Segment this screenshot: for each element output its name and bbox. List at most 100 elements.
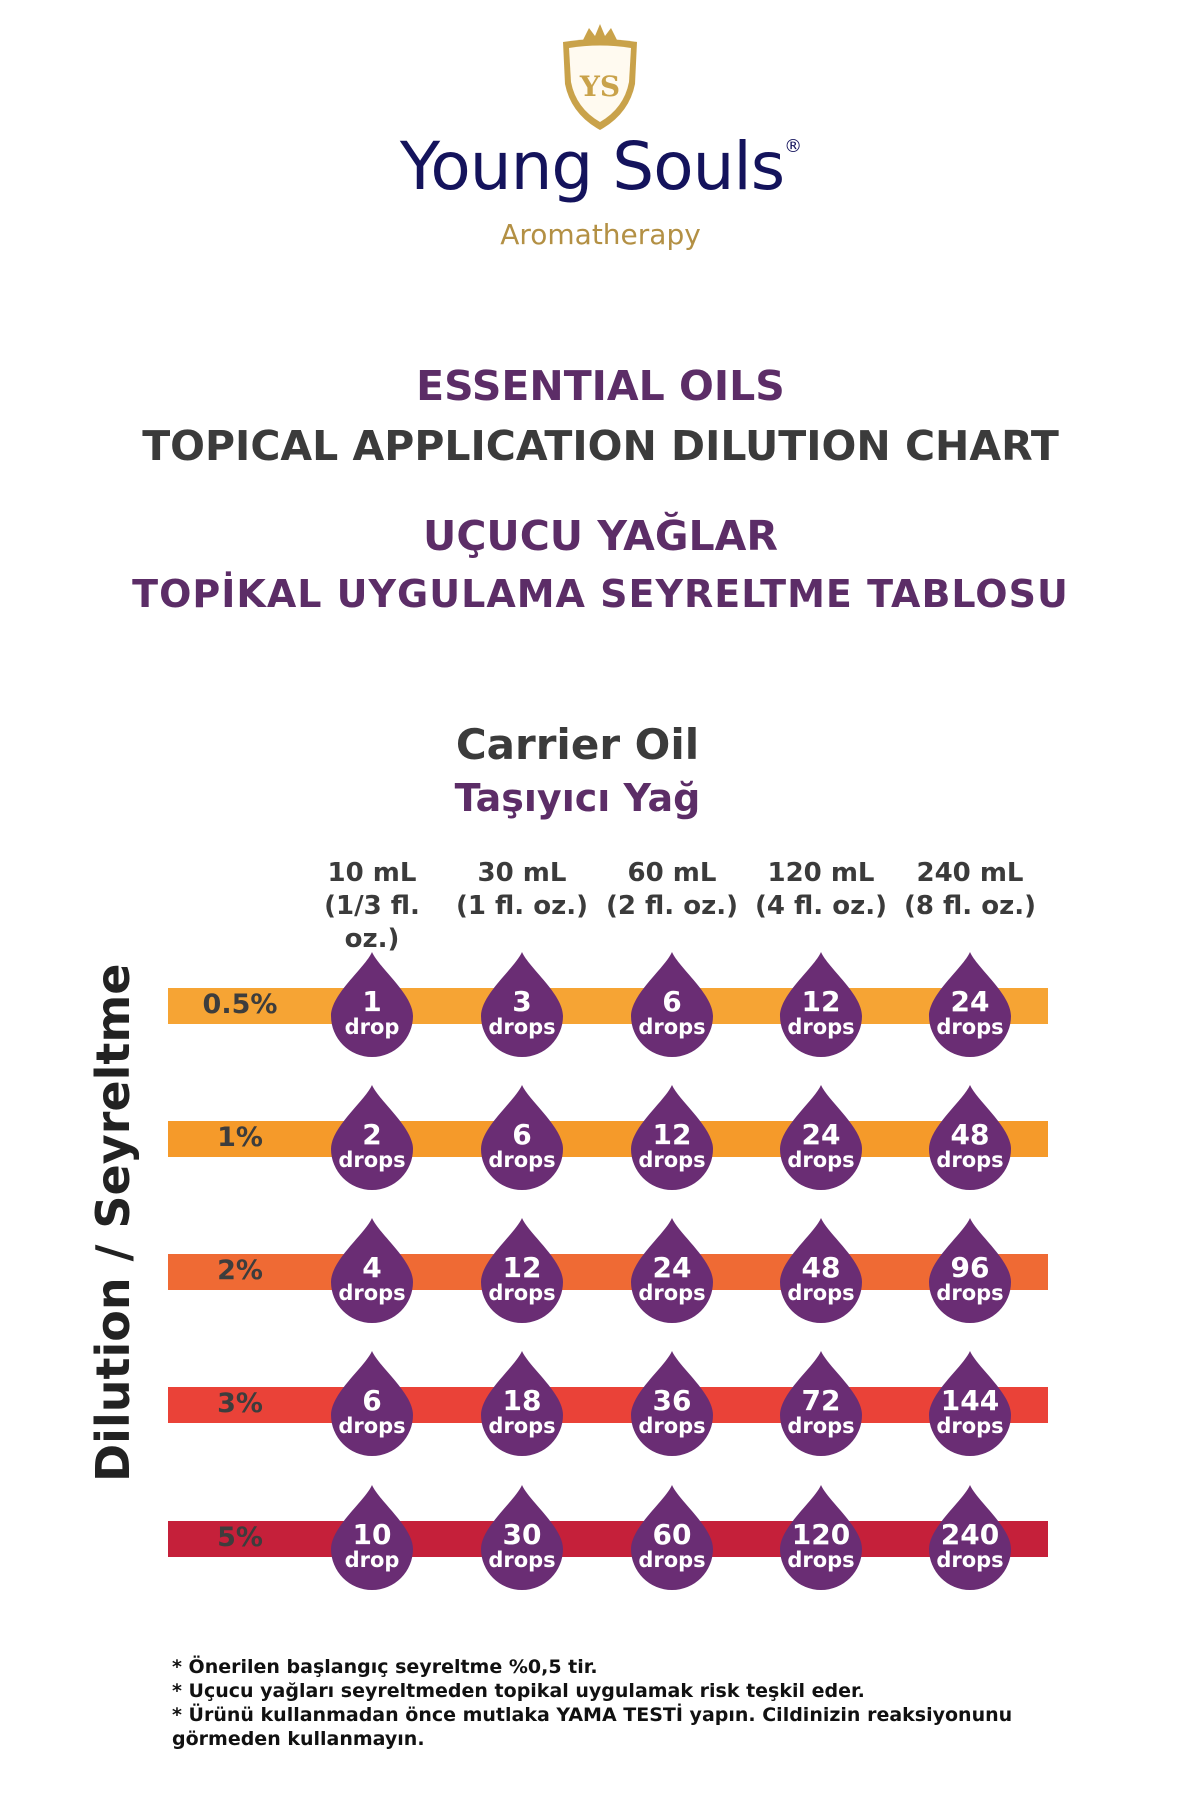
drop-count-value: 144 (940, 1384, 1000, 1417)
oil-drop-icon (331, 952, 413, 1057)
column-header: 240 mL (8 fl. oz.) (895, 857, 1045, 923)
drop-count-value: 6 (362, 1384, 382, 1417)
column-volume: 120 mL (767, 858, 875, 888)
oil-drop-icon (481, 952, 563, 1057)
drop-count: 1 drop (327, 985, 417, 1039)
oil-drop-icon (481, 1085, 563, 1190)
oil-drop-icon (481, 1351, 563, 1456)
column-volume: 10 mL (327, 858, 417, 888)
drop-count-unit: drops (488, 1414, 556, 1438)
drop-count-unit: drop (344, 1015, 400, 1039)
oil-drop-icon (331, 1085, 413, 1190)
drop-count-value: 48 (950, 1118, 990, 1151)
drop-count: 3 drops (477, 985, 567, 1039)
drop-count-value: 3 (512, 985, 532, 1018)
title-tr-line1: UÇUCU YAĞLAR (423, 512, 778, 560)
dilution-axis-label: Dilution / Seyreltme (86, 963, 140, 1483)
oil-drop-icon (929, 1085, 1011, 1190)
column-volume: 240 mL (916, 858, 1024, 888)
drop-count-unit: drops (787, 1148, 855, 1172)
drop-count-value: 24 (801, 1118, 841, 1151)
drop-count-value: 12 (652, 1118, 692, 1151)
column-fl-oz: (1 fl. oz.) (456, 891, 588, 921)
drop-count: 12 drops (776, 985, 866, 1039)
drop-count-unit: drops (787, 1015, 855, 1039)
drop-count: 48 drops (925, 1118, 1015, 1172)
drop-count-value: 36 (652, 1384, 692, 1417)
drop-count-value: 18 (502, 1384, 542, 1417)
drop-count-value: 4 (362, 1251, 382, 1284)
drop-count-value: 6 (512, 1118, 532, 1151)
note-line: * Ürünü kullanmadan önce mutlaka YAMA TE… (172, 1704, 1013, 1750)
drop-count-value: 2 (362, 1118, 382, 1151)
drop-count-unit: drops (338, 1281, 406, 1305)
drop-count-unit: drops (936, 1148, 1004, 1172)
drop-count-unit: drops (936, 1548, 1004, 1572)
drop-count-unit: drops (936, 1281, 1004, 1305)
drop-count: 12 drops (477, 1254, 567, 1305)
drop-count-unit: drops (638, 1148, 706, 1172)
drop-count: 48 drops (776, 1251, 866, 1305)
drop-count-unit: drops (638, 1015, 706, 1039)
oil-drop-icon (631, 1351, 713, 1456)
drop-count: 96 drops (925, 1254, 1015, 1305)
drop-count: 240 drops (925, 1518, 1015, 1572)
drop-count: 36 drops (627, 1384, 717, 1438)
crown-shield-logo-icon: YS (563, 24, 637, 130)
drop-count-unit: drops (338, 1414, 406, 1438)
dilution-row-band (168, 988, 1048, 1024)
brand-name: Young Souls® (0, 128, 1201, 205)
drop-count-value: 120 (791, 1518, 851, 1551)
dilution-row-label: 2% (217, 1255, 263, 1286)
drop-count: 2 drops (327, 1118, 417, 1172)
drop-count: 12 drops (627, 1118, 717, 1172)
drop-count-unit: drops (488, 1015, 556, 1039)
drop-count-unit: drop (344, 1548, 400, 1572)
drop-count: 4 drops (327, 1251, 417, 1305)
drop-count-unit: drops (936, 1414, 1004, 1438)
dilution-row-label: 5% (217, 1522, 263, 1553)
drop-count: 10 drop (327, 1521, 417, 1572)
drop-count: 6 drops (327, 1384, 417, 1438)
oil-drop-icon (929, 1218, 1011, 1323)
drop-count-unit: drops (787, 1548, 855, 1572)
oil-drop-icon (481, 1485, 563, 1590)
brand-tagline: Aromatherapy (500, 218, 701, 251)
column-fl-oz: (2 fl. oz.) (606, 891, 738, 921)
drop-count-value: 6 (662, 985, 682, 1018)
oil-drop-icon (780, 1351, 862, 1456)
drop-count: 24 drops (776, 1118, 866, 1172)
drop-count: 144 drops (925, 1384, 1015, 1438)
dilution-row-label: 0.5% (202, 989, 278, 1020)
drop-count: 120 drops (776, 1518, 866, 1572)
drop-count-value: 48 (801, 1251, 841, 1284)
title-en-line1: ESSENTIAL OILS (416, 362, 785, 410)
drop-count: 6 drops (627, 985, 717, 1039)
drop-count-unit: drops (638, 1548, 706, 1572)
drop-count-unit: drops (338, 1148, 406, 1172)
drop-count-unit: drops (488, 1548, 556, 1572)
oil-drop-icon (481, 1218, 563, 1323)
oil-drop-icon (780, 952, 862, 1057)
drop-count-value: 1 (362, 985, 382, 1018)
column-fl-oz: (1/3 fl. oz.) (324, 891, 420, 954)
oil-drop-icon (929, 1351, 1011, 1456)
column-header: 30 mL (1 fl. oz.) (447, 857, 597, 923)
oil-drop-icon (331, 1218, 413, 1323)
dilution-row-label: 1% (217, 1122, 263, 1153)
drop-count: 72 drops (776, 1387, 866, 1438)
title-tr-line2: TOPİKAL UYGULAMA SEYRELTME TABLOSU (132, 572, 1069, 616)
dilution-row-band (168, 1121, 1048, 1157)
drop-count-value: 12 (801, 985, 841, 1018)
drop-count-value: 60 (652, 1518, 692, 1551)
oil-drop-icon (780, 1218, 862, 1323)
logo-monogram: YS (579, 70, 620, 103)
drop-count-value: 30 (502, 1518, 542, 1551)
carrier-oil-title-tr: Taşıyıcı Yağ (454, 776, 701, 820)
drop-count: 24 drops (627, 1254, 717, 1305)
drop-count-value: 240 (940, 1518, 1000, 1551)
column-volume: 60 mL (627, 858, 717, 888)
drop-count: 24 drops (925, 988, 1015, 1039)
dilution-row-band (168, 1387, 1048, 1423)
oil-drop-icon (780, 1085, 862, 1190)
